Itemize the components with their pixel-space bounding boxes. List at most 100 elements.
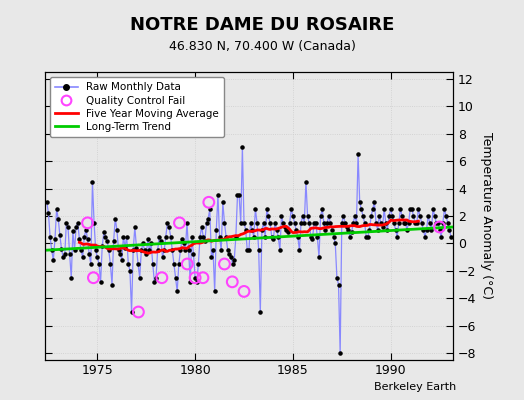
Point: [59, 254, 67, 260]
Point: [82, 226, 90, 233]
Point: [282, 226, 291, 233]
Point: [219, 199, 227, 206]
Point: [395, 220, 403, 226]
Point: [44, 210, 52, 216]
Point: [163, 220, 171, 226]
Point: [52, 206, 61, 212]
Point: [440, 206, 449, 212]
Point: [165, 224, 173, 230]
Point: [276, 247, 284, 254]
Point: [127, 309, 136, 315]
Point: [114, 247, 123, 254]
Point: [72, 224, 80, 230]
Point: [368, 206, 377, 212]
Point: [434, 220, 442, 226]
Point: [88, 178, 96, 185]
Point: [62, 220, 71, 226]
Point: [56, 232, 64, 238]
Point: [274, 233, 282, 240]
Point: [439, 220, 447, 226]
Point: [233, 192, 242, 199]
Point: [271, 220, 279, 226]
Point: [374, 226, 382, 233]
Point: [401, 220, 410, 226]
Point: [251, 206, 259, 212]
Point: [199, 233, 208, 240]
Point: [67, 274, 75, 281]
Point: [101, 233, 110, 240]
Point: [191, 274, 199, 281]
Point: [396, 206, 405, 212]
Point: [364, 233, 372, 240]
Point: [129, 247, 137, 254]
Point: [295, 247, 303, 254]
Point: [178, 236, 186, 242]
Point: [435, 224, 444, 230]
Point: [217, 247, 225, 254]
Point: [435, 226, 444, 233]
Point: [240, 220, 248, 226]
Point: [230, 257, 238, 263]
Point: [70, 247, 79, 254]
Point: [89, 274, 97, 281]
Text: 46.830 N, 70.400 W (Canada): 46.830 N, 70.400 W (Canada): [169, 40, 355, 53]
Point: [171, 274, 180, 281]
Point: [83, 220, 92, 226]
Point: [228, 261, 237, 267]
Text: Berkeley Earth: Berkeley Earth: [374, 382, 456, 392]
Point: [321, 226, 330, 233]
Point: [121, 244, 129, 251]
Point: [416, 213, 424, 219]
Point: [354, 151, 362, 158]
Point: [48, 247, 56, 254]
Point: [142, 251, 150, 258]
Legend: Raw Monthly Data, Quality Control Fail, Five Year Moving Average, Long-Term Tren: Raw Monthly Data, Quality Control Fail, …: [50, 77, 224, 137]
Point: [381, 220, 390, 226]
Point: [253, 220, 261, 226]
Point: [183, 220, 191, 226]
Point: [409, 213, 418, 219]
Point: [403, 226, 411, 233]
Point: [227, 254, 235, 260]
Point: [447, 233, 455, 240]
Point: [349, 220, 357, 226]
Point: [170, 261, 178, 267]
Point: [214, 192, 222, 199]
Point: [199, 274, 207, 281]
Point: [324, 213, 333, 219]
Point: [290, 220, 299, 226]
Point: [362, 233, 370, 240]
Point: [411, 220, 419, 226]
Point: [215, 233, 224, 240]
Point: [139, 240, 147, 247]
Point: [249, 233, 258, 240]
Point: [158, 254, 167, 260]
Point: [387, 206, 395, 212]
Point: [352, 220, 361, 226]
Point: [134, 309, 143, 315]
Point: [361, 220, 369, 226]
Point: [134, 261, 143, 267]
Point: [106, 261, 115, 267]
Point: [359, 213, 367, 219]
Point: [347, 229, 356, 236]
Point: [113, 226, 121, 233]
Point: [92, 247, 100, 254]
Point: [343, 224, 351, 230]
Point: [268, 233, 276, 240]
Point: [316, 213, 325, 219]
Point: [418, 220, 426, 226]
Point: [152, 274, 160, 281]
Point: [90, 220, 99, 226]
Point: [437, 233, 445, 240]
Point: [119, 233, 128, 240]
Point: [328, 226, 336, 233]
Point: [183, 261, 191, 267]
Point: [344, 226, 353, 233]
Point: [313, 233, 322, 240]
Point: [305, 220, 313, 226]
Point: [315, 254, 323, 260]
Point: [235, 192, 243, 199]
Point: [341, 220, 349, 226]
Point: [211, 288, 219, 295]
